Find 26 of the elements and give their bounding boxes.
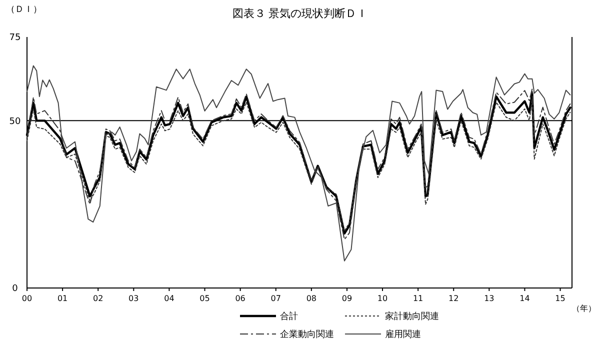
x-tick-label: 07 <box>270 294 281 303</box>
x-tick-label: 01 <box>57 294 68 303</box>
chart-title: 図表３ 景気の現状判断ＤＩ <box>232 7 368 20</box>
y-axis-title: （ＤＩ） <box>6 5 42 15</box>
x-tick-label: 03 <box>128 294 139 303</box>
x-tick-label: 13 <box>484 294 494 303</box>
legend-label: 雇用関連 <box>385 329 421 340</box>
x-tick-label: 08 <box>306 294 317 303</box>
legend-label: 合計 <box>280 311 298 322</box>
x-tick-label: 11 <box>412 294 424 303</box>
x-tick-label: 14 <box>520 294 530 303</box>
legend-label: 家計動向関連 <box>385 311 439 322</box>
y-tick-label: 0 <box>12 284 18 294</box>
x-tick-label: 06 <box>235 294 246 303</box>
y-tick-label: 75 <box>9 33 21 44</box>
x-tick-label: 04 <box>164 294 174 303</box>
y-tick-label: 50 <box>9 116 21 127</box>
x-tick-label: 02 <box>93 294 104 303</box>
legend-label: 企業動向関連 <box>280 329 334 340</box>
x-tick-label: 05 <box>200 294 210 303</box>
x-tick-label: 15 <box>555 294 566 303</box>
x-tick-label: 12 <box>448 294 459 303</box>
x-tick-label: 09 <box>342 294 352 303</box>
x-tick-label: 00 <box>22 294 32 303</box>
x-tick-label: 10 <box>377 294 388 303</box>
x-axis-title: （年） <box>572 304 596 313</box>
